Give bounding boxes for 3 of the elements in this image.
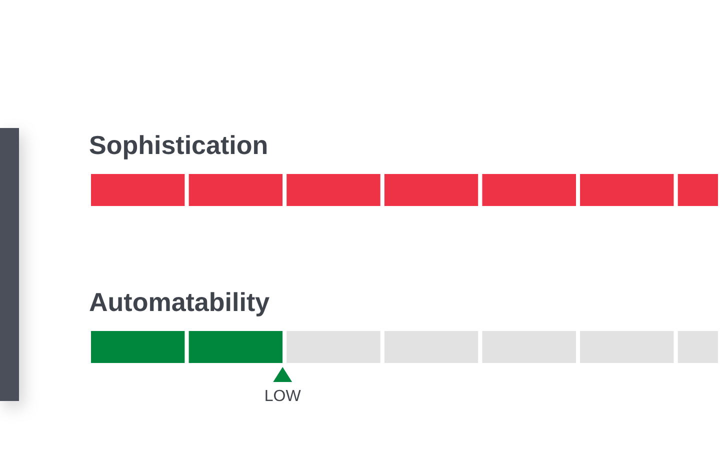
annotation: LOW: [264, 388, 302, 405]
y-tick-label: Sophistication: [89, 130, 268, 160]
y-tick-label: Automatability: [89, 287, 270, 317]
